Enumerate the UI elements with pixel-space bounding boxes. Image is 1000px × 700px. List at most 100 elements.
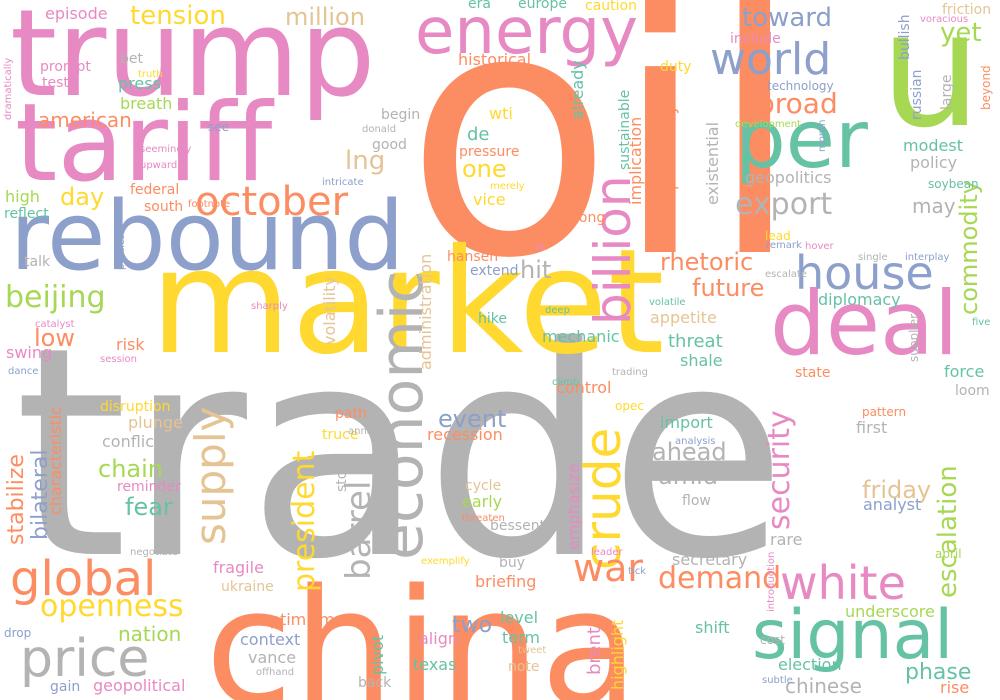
- word: era: [468, 0, 491, 12]
- word: recession: [427, 425, 503, 444]
- word: five: [972, 317, 991, 328]
- word: security: [762, 410, 797, 530]
- word: introduction: [766, 551, 777, 612]
- word: prompt: [40, 59, 91, 75]
- word: dramatically: [3, 57, 14, 120]
- word: extend: [470, 263, 519, 279]
- word: modest: [903, 136, 963, 155]
- word: buy: [499, 555, 526, 571]
- word: price: [20, 629, 150, 689]
- word: hover: [805, 241, 834, 252]
- word: cycle: [465, 478, 502, 494]
- word: press: [118, 74, 161, 93]
- word: reminder: [117, 479, 181, 495]
- word: market: [150, 218, 665, 387]
- word: lead: [765, 229, 791, 243]
- word: federal: [130, 182, 180, 198]
- word: interplay: [905, 252, 950, 263]
- word: reflect: [4, 206, 49, 222]
- word: flow: [682, 493, 711, 509]
- word: offhand: [256, 667, 295, 678]
- word: voracious: [920, 14, 969, 25]
- word: highlight: [608, 619, 627, 690]
- word: high: [5, 187, 40, 206]
- word: duty: [660, 59, 692, 75]
- word: emphasize: [564, 463, 583, 550]
- word: exemplify: [421, 556, 470, 567]
- word: vice: [473, 190, 506, 209]
- word: phase: [905, 660, 972, 685]
- word: pressure: [459, 144, 520, 160]
- word: loom: [955, 383, 990, 399]
- word: underscore: [845, 602, 935, 621]
- word: export: [735, 187, 833, 222]
- word: rebound: [10, 182, 405, 292]
- word: gain: [50, 679, 81, 695]
- word: oil: [405, 0, 802, 333]
- word: threaten: [462, 513, 505, 524]
- word: openness: [40, 589, 184, 624]
- word: climb: [552, 377, 580, 388]
- word: fragile: [213, 558, 264, 577]
- word: ahead: [652, 438, 727, 466]
- word: catalyst: [35, 319, 75, 330]
- word: global: [10, 551, 157, 607]
- word: drop: [4, 626, 32, 640]
- word: remark: [766, 240, 802, 251]
- word: administration: [416, 253, 435, 370]
- word: soybean: [928, 177, 979, 191]
- word: world: [710, 34, 832, 85]
- word: toward: [742, 3, 833, 33]
- word: state: [795, 365, 831, 381]
- word: commodity: [955, 180, 983, 315]
- word: million: [285, 3, 365, 31]
- word: tariff: [15, 81, 273, 206]
- word: swing: [6, 343, 53, 362]
- word: large: [939, 74, 955, 110]
- word: supplier: [907, 313, 921, 362]
- word: plunge: [128, 413, 183, 432]
- word: rhetoric: [660, 248, 754, 276]
- word: future: [692, 274, 765, 302]
- word: shift: [695, 618, 730, 637]
- word: opec: [615, 399, 644, 413]
- word: control: [556, 378, 612, 397]
- word: level: [500, 608, 539, 627]
- word: test: [42, 75, 69, 91]
- word: escalate: [765, 269, 807, 280]
- word: volatile: [649, 297, 686, 308]
- word: truth: [138, 69, 163, 80]
- word: secretary: [672, 550, 748, 569]
- word: episode: [45, 4, 108, 23]
- word: october: [195, 179, 349, 225]
- word: u: [880, 0, 982, 163]
- word: texas: [413, 655, 457, 674]
- word: note: [508, 659, 540, 675]
- word: beijing: [5, 280, 106, 315]
- word: fear: [125, 493, 173, 521]
- word: supply: [186, 406, 235, 545]
- word: pivot: [368, 634, 387, 675]
- word: existential: [703, 121, 722, 205]
- word: hike: [478, 311, 507, 327]
- word: leader: [591, 547, 623, 558]
- word: donald: [362, 124, 397, 135]
- word: amid: [658, 462, 718, 490]
- word: disruption: [100, 399, 171, 415]
- word: session: [100, 354, 138, 365]
- word: merely: [490, 181, 525, 192]
- word: ukraine: [221, 579, 274, 595]
- word: term: [502, 628, 540, 647]
- word: friction: [942, 2, 992, 18]
- word: beyond: [979, 65, 993, 110]
- word: house: [795, 246, 934, 300]
- word: hansen: [447, 249, 499, 265]
- word: white: [780, 556, 906, 610]
- word: nation: [118, 622, 182, 646]
- word: early: [462, 492, 503, 511]
- word: path: [335, 406, 367, 422]
- word: context: [240, 630, 301, 649]
- word: deal: [770, 272, 959, 375]
- word: sharply: [251, 301, 288, 312]
- word: two: [452, 613, 493, 638]
